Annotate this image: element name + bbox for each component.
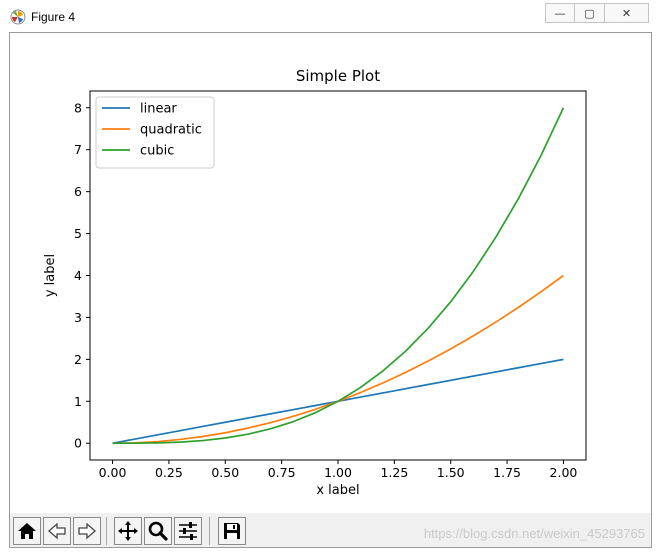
legend: linear quadratic cubic — [95, 96, 215, 169]
series-group — [112, 107, 565, 445]
y-tick-label: 4 — [74, 268, 82, 283]
x-axis-label: x label — [316, 483, 359, 498]
x-tick-label: 1.25 — [380, 465, 408, 480]
chart-title: Simple Plot — [296, 67, 380, 85]
forward-icon — [78, 522, 96, 540]
legend-entry-label: linear — [140, 102, 177, 117]
line-chart: Simple Plot 0.00 0.25 0.50 0.75 1.00 1.25 1.50 1… — [43, 67, 587, 498]
x-tick-label: 0.50 — [211, 465, 239, 480]
back-icon — [48, 522, 66, 540]
configure-subplots-button[interactable] — [174, 517, 202, 545]
y-tick-label: 6 — [74, 184, 82, 199]
legend-entry-label: cubic — [140, 144, 174, 159]
y-axis-label: y label — [43, 254, 58, 297]
watermark-text: https://blog.csdn.net/weixin_45293765 — [423, 526, 645, 541]
pan-button[interactable] — [114, 517, 142, 545]
y-tick-label: 8 — [74, 100, 82, 115]
home-button[interactable] — [13, 517, 41, 545]
home-icon — [18, 523, 36, 539]
x-tick-label: 0.00 — [99, 465, 127, 480]
legend-entry-label: quadratic — [140, 123, 202, 138]
minimize-icon: — — [554, 6, 566, 20]
pan-icon — [118, 521, 138, 541]
zoom-icon — [148, 521, 168, 541]
back-button[interactable] — [43, 517, 71, 545]
matplotlib-app-icon — [10, 9, 26, 25]
save-button[interactable] — [218, 517, 246, 545]
y-tick-label: 7 — [74, 142, 82, 157]
forward-button[interactable] — [73, 517, 101, 545]
close-icon: ✕ — [621, 6, 632, 20]
close-button[interactable]: ✕ — [605, 3, 649, 23]
zoom-button[interactable] — [144, 517, 172, 545]
figure-canvas[interactable]: Simple Plot 0.00 0.25 0.50 0.75 1.00 1.25 1.50 1… — [10, 33, 651, 513]
maximize-button[interactable]: ▢ — [575, 3, 605, 23]
figure-client-area: Simple Plot 0.00 0.25 0.50 0.75 1.00 1.25 1.50 1… — [9, 32, 652, 548]
y-tick-label: 0 — [74, 436, 82, 451]
y-tick-label: 2 — [74, 352, 82, 367]
y-tick-label: 5 — [74, 226, 82, 241]
minimize-button[interactable]: — — [545, 3, 575, 23]
window-controls: — ▢ ✕ — [545, 3, 649, 23]
maximize-icon: ▢ — [584, 6, 595, 20]
configure-subplots-icon — [179, 522, 197, 540]
navigation-toolbar: https://blog.csdn.net/weixin_45293765 — [10, 513, 651, 547]
title-bar[interactable]: Figure 4 — ▢ ✕ — [0, 0, 661, 32]
y-tick-label: 3 — [74, 310, 82, 325]
series-line-cubic — [112, 107, 565, 445]
window-title: Figure 4 — [31, 10, 76, 24]
toolbar-separator — [106, 517, 107, 545]
x-tick-label: 0.25 — [155, 465, 183, 480]
series-line-quadratic — [112, 274, 564, 445]
x-tick-label: 1.50 — [437, 465, 465, 480]
toolbar-separator — [209, 517, 210, 545]
x-tick-label: 1.75 — [493, 465, 521, 480]
x-tick-label: 2.00 — [550, 465, 578, 480]
y-tick-label: 1 — [74, 394, 82, 409]
save-icon — [224, 523, 240, 539]
x-tick-label: 0.75 — [268, 465, 296, 480]
x-tick-label: 1.00 — [324, 465, 352, 480]
